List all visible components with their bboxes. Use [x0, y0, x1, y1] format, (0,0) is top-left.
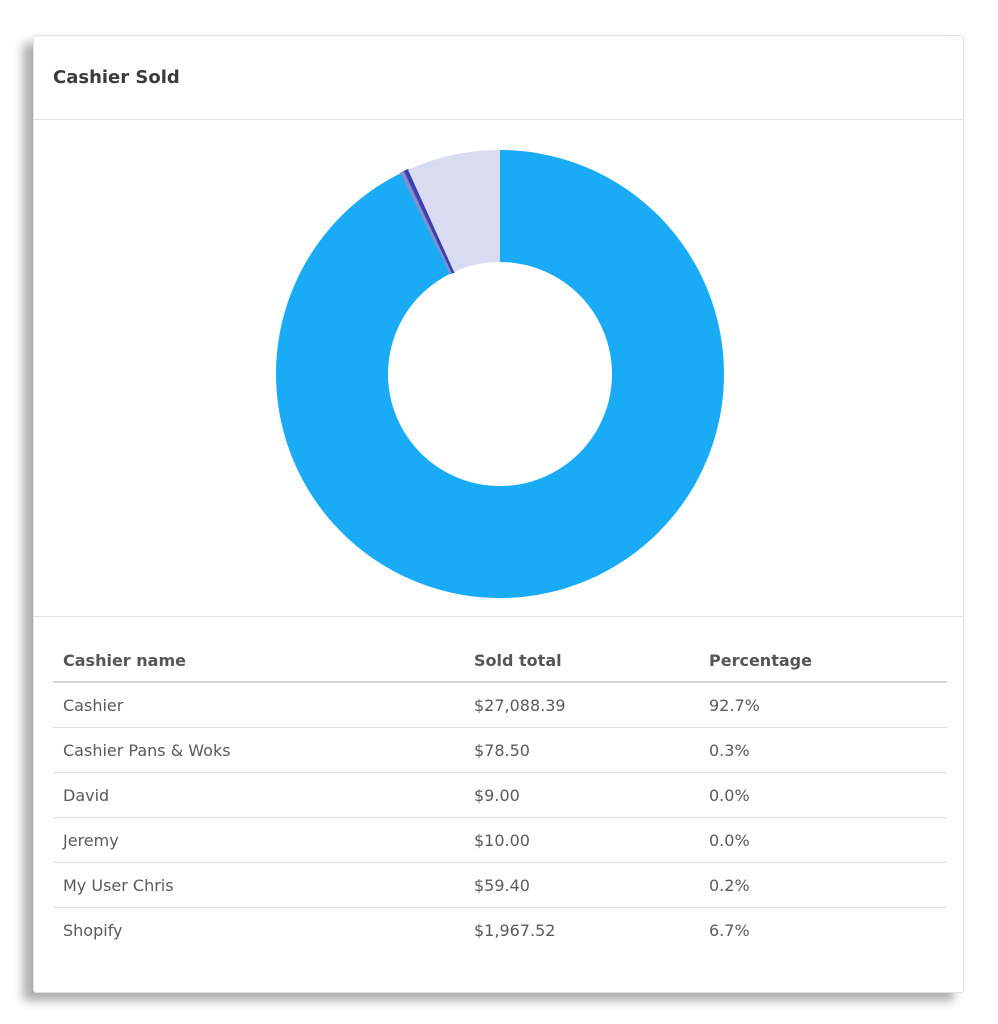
cell-cashier-name: My User Chris	[53, 862, 464, 908]
cell-percentage: 92.7%	[699, 682, 947, 728]
cashier-table-area: Cashier name Sold total Percentage Cashi…	[34, 617, 963, 952]
card-title: Cashier Sold	[53, 67, 180, 88]
column-header-cashier-name[interactable]: Cashier name	[53, 639, 464, 683]
table-row: Shopify $1,967.52 6.7%	[53, 908, 947, 953]
cell-sold-total: $9.00	[464, 772, 699, 818]
table-row: Jeremy $10.00 0.0%	[53, 817, 947, 863]
cell-percentage: 0.0%	[699, 772, 947, 818]
cashier-table: Cashier name Sold total Percentage Cashi…	[53, 639, 947, 952]
cell-sold-total: $27,088.39	[464, 682, 699, 728]
cell-cashier-name: Shopify	[63, 920, 123, 940]
cell-sold-total: $10.00	[464, 817, 699, 863]
table-row: My User Chris $59.40 0.2%	[53, 862, 947, 908]
cell-cashier-name: David	[53, 772, 464, 818]
donut-chart-area	[34, 120, 963, 617]
cell-percentage: 0.0%	[699, 817, 947, 863]
cell-sold-total: $1,967.52	[474, 920, 556, 940]
cell-percentage: 0.2%	[699, 862, 947, 908]
donut-slice-my-user-chris[interactable]	[404, 168, 455, 274]
cell-percentage: 0.3%	[699, 727, 947, 773]
donut-chart	[276, 150, 725, 598]
table-header-row: Cashier name Sold total Percentage	[53, 639, 947, 683]
column-header-percentage[interactable]: Percentage	[699, 639, 947, 683]
cell-cashier-name: Cashier Pans & Woks	[53, 727, 464, 773]
card-header: Cashier Sold	[34, 36, 963, 120]
table-row: Cashier Pans & Woks $78.50 0.3%	[53, 727, 947, 773]
table-row: Cashier $27,088.39 92.7%	[53, 682, 947, 728]
column-header-sold-total[interactable]: Sold total	[464, 639, 699, 683]
cell-sold-total: $59.40	[464, 862, 699, 908]
table-row: David $9.00 0.0%	[53, 772, 947, 818]
cell-percentage: 6.7%	[709, 920, 750, 940]
cashier-sold-card: Cashier Sold Cashier name Sold total Per…	[33, 35, 964, 993]
donut-slice-cashier[interactable]	[276, 150, 725, 598]
cell-cashier-name: Jeremy	[53, 817, 464, 863]
cell-cashier-name: Cashier	[53, 682, 464, 728]
cell-sold-total: $78.50	[464, 727, 699, 773]
donut-slice-shopify[interactable]	[408, 150, 500, 272]
